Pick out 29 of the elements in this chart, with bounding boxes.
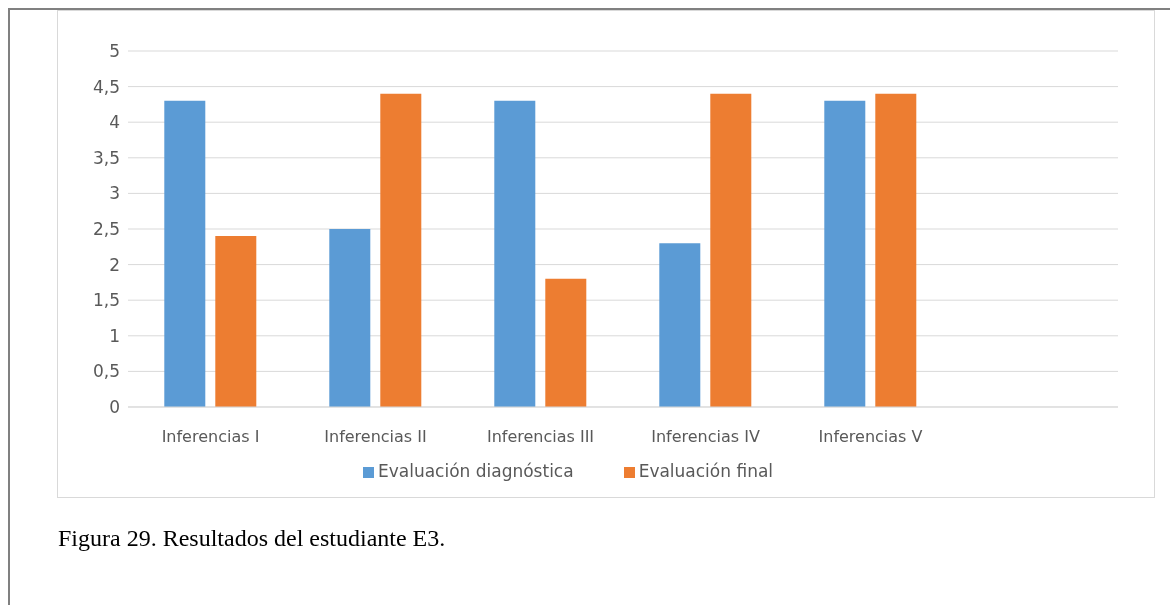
- bar: [380, 93, 422, 407]
- bar: [875, 93, 917, 407]
- x-tick-label: Inferencias V: [818, 427, 923, 447]
- bar: [329, 229, 371, 407]
- y-tick-label: 1,5: [92, 290, 120, 311]
- y-tick-label: 3: [109, 183, 120, 204]
- y-tick-label: 5: [109, 41, 120, 62]
- y-tick-label: 0: [109, 397, 120, 418]
- bar: [164, 100, 206, 407]
- legend-label: Evaluación final: [638, 461, 774, 481]
- y-tick-label: 2: [109, 254, 120, 275]
- y-tick-label: 4: [109, 112, 120, 133]
- y-tick-label: 0,5: [92, 361, 120, 382]
- y-tick-label: 2,5: [92, 219, 120, 240]
- x-tick-label: Inferencias II: [324, 427, 427, 447]
- x-tick-label: Inferencias IV: [651, 427, 760, 447]
- x-tick-label: Inferencias III: [486, 427, 595, 447]
- y-tick-label: 3,5: [92, 147, 120, 168]
- y-tick-label: 1: [109, 325, 120, 346]
- bar: [710, 93, 752, 407]
- bar: [215, 236, 257, 407]
- bar: [659, 243, 701, 407]
- y-tick-label: 4,5: [92, 76, 120, 97]
- bar: [494, 100, 536, 407]
- legend-label: Evaluación diagnóstica: [377, 461, 574, 481]
- x-tick-label: Inferencias I: [161, 427, 260, 447]
- bar: [545, 278, 587, 407]
- text: Figura 29. Resultados del estudiante E3.: [58, 525, 446, 552]
- bar: [824, 100, 866, 407]
